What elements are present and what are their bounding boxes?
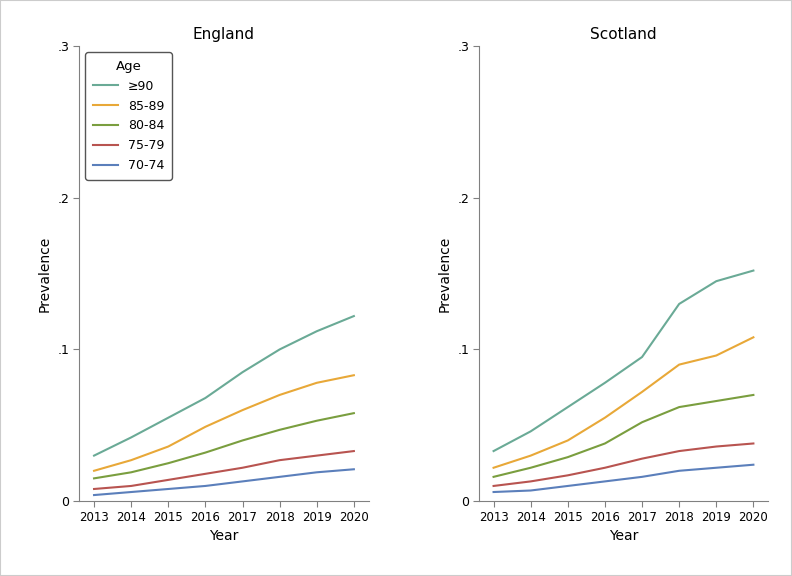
80-84 <box>675 404 684 411</box>
70-74 <box>675 467 684 474</box>
Y-axis label: Prevalence: Prevalence <box>437 236 451 312</box>
80-84 <box>238 437 247 444</box>
80-84 <box>563 454 573 461</box>
70-74 <box>711 464 721 471</box>
75-79 <box>163 476 173 483</box>
Line: 75-79: 75-79 <box>94 451 354 489</box>
70-74 <box>127 488 136 495</box>
85-89 <box>89 467 99 474</box>
Line: 85-89: 85-89 <box>493 338 753 468</box>
70-74 <box>563 483 573 490</box>
≥90 <box>526 428 535 435</box>
85-89 <box>526 452 535 459</box>
80-84 <box>526 464 535 471</box>
85-89 <box>711 352 721 359</box>
75-79 <box>349 448 359 454</box>
75-79 <box>748 440 758 447</box>
≥90 <box>489 448 498 454</box>
Line: ≥90: ≥90 <box>94 316 354 456</box>
85-89 <box>638 388 647 395</box>
Legend: ≥90, 85-89, 80-84, 75-79, 70-74: ≥90, 85-89, 80-84, 75-79, 70-74 <box>86 52 172 180</box>
Line: 80-84: 80-84 <box>493 395 753 477</box>
75-79 <box>127 483 136 490</box>
≥90 <box>675 301 684 308</box>
≥90 <box>600 380 610 386</box>
≥90 <box>163 414 173 421</box>
70-74 <box>89 491 99 498</box>
70-74 <box>748 461 758 468</box>
80-84 <box>312 417 322 424</box>
Line: 85-89: 85-89 <box>94 375 354 471</box>
80-84 <box>275 426 284 433</box>
≥90 <box>89 452 99 459</box>
75-79 <box>275 457 284 464</box>
70-74 <box>600 478 610 485</box>
70-74 <box>163 486 173 492</box>
85-89 <box>200 423 210 430</box>
80-84 <box>127 469 136 476</box>
75-79 <box>200 471 210 478</box>
70-74 <box>200 483 210 490</box>
85-89 <box>349 372 359 378</box>
Title: England: England <box>193 27 255 42</box>
80-84 <box>200 449 210 456</box>
80-84 <box>638 419 647 426</box>
Line: 80-84: 80-84 <box>94 413 354 478</box>
70-74 <box>275 473 284 480</box>
X-axis label: Year: Year <box>209 529 238 543</box>
≥90 <box>349 313 359 320</box>
≥90 <box>200 395 210 401</box>
85-89 <box>163 443 173 450</box>
Line: 70-74: 70-74 <box>493 465 753 492</box>
85-89 <box>275 392 284 399</box>
80-84 <box>489 473 498 480</box>
75-79 <box>238 464 247 471</box>
85-89 <box>675 361 684 368</box>
Line: 70-74: 70-74 <box>94 469 354 495</box>
75-79 <box>711 443 721 450</box>
85-89 <box>238 407 247 414</box>
≥90 <box>238 369 247 376</box>
80-84 <box>163 460 173 467</box>
75-79 <box>563 472 573 479</box>
75-79 <box>526 478 535 485</box>
75-79 <box>489 483 498 490</box>
≥90 <box>748 267 758 274</box>
85-89 <box>127 457 136 464</box>
70-74 <box>489 488 498 495</box>
85-89 <box>312 380 322 386</box>
85-89 <box>600 414 610 421</box>
Line: ≥90: ≥90 <box>493 271 753 451</box>
≥90 <box>711 278 721 285</box>
80-84 <box>748 392 758 399</box>
Title: Scotland: Scotland <box>590 27 657 42</box>
≥90 <box>563 404 573 411</box>
80-84 <box>600 440 610 447</box>
70-74 <box>238 478 247 485</box>
85-89 <box>489 464 498 471</box>
X-axis label: Year: Year <box>609 529 638 543</box>
≥90 <box>127 434 136 441</box>
85-89 <box>563 437 573 444</box>
Y-axis label: Prevalence: Prevalence <box>38 236 52 312</box>
75-79 <box>675 448 684 454</box>
85-89 <box>748 334 758 341</box>
80-84 <box>349 410 359 416</box>
70-74 <box>526 487 535 494</box>
Line: 75-79: 75-79 <box>493 444 753 486</box>
≥90 <box>312 328 322 335</box>
80-84 <box>711 397 721 404</box>
≥90 <box>638 354 647 361</box>
75-79 <box>89 486 99 492</box>
75-79 <box>638 455 647 462</box>
80-84 <box>89 475 99 482</box>
70-74 <box>312 469 322 476</box>
70-74 <box>638 473 647 480</box>
75-79 <box>312 452 322 459</box>
75-79 <box>600 464 610 471</box>
≥90 <box>275 346 284 353</box>
70-74 <box>349 466 359 473</box>
